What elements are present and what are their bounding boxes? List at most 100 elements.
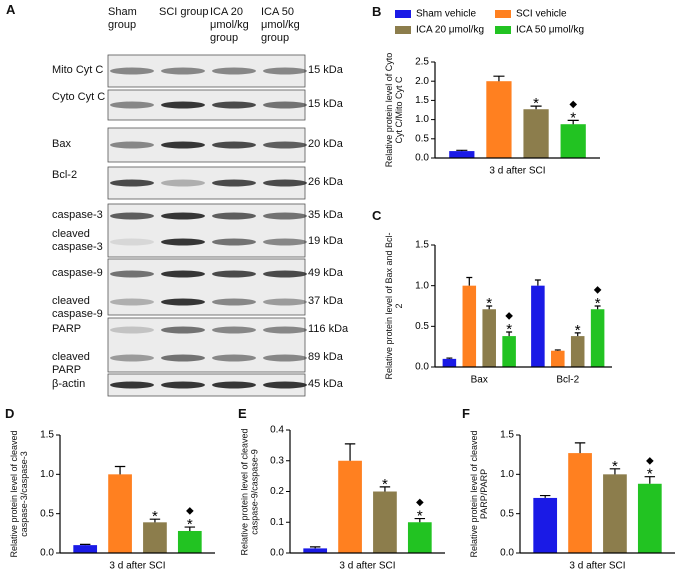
significance-marker: ◆ [569,99,577,110]
y-tick-label: 0.5 [40,508,54,519]
error-bar [644,476,656,484]
significance-marker: ◆ [505,311,513,322]
blot-kda: 35 kDa [308,209,343,221]
bar [570,336,585,367]
y-axis-label: Relative protein level of cleaved caspas… [239,427,259,556]
blot-kda: 45 kDa [308,378,343,390]
significance-marker: * [187,516,193,533]
significance-marker: * [152,508,158,525]
y-tick-label: 0.0 [415,362,429,373]
blot-row-label: PARP [52,323,82,335]
legend-swatch [395,26,411,34]
blot-band [212,141,256,149]
blot-band [161,270,205,278]
blot-row-label: cleaved caspase-9 [52,295,103,320]
significance-marker: * [647,466,653,483]
blot-band [161,298,205,306]
blot-band [263,212,307,220]
blot-band [263,101,307,109]
y-tick-label: 1.5 [500,430,514,441]
panel-label: C [372,208,382,223]
y-tick-label: 1.0 [40,469,54,480]
blot-band [110,298,154,306]
x-category-label: Bax [471,375,488,386]
blot-band [263,179,307,187]
blot-row-label: cleaved PARP [52,351,90,376]
blot-kda: 26 kDa [308,176,343,188]
y-tick-label: 1.0 [415,280,429,291]
bar [177,530,202,553]
y-tick-label: 0.5 [500,508,514,519]
y-axis-label: Relative protein level of cleaved caspas… [9,430,29,558]
x-category-label: 3 d after SCI [339,561,395,571]
significance-marker: * [417,508,423,525]
blot-kda: 37 kDa [308,295,343,307]
significance-marker: ◆ [594,285,602,296]
blot-band [110,238,154,246]
bar [531,285,545,367]
legend-label: Sham vehicle [416,9,476,20]
error-bar [456,149,468,152]
y-tick-label: 2.0 [415,76,429,87]
bar [303,548,328,553]
blot-band [263,270,307,278]
bar [568,453,592,553]
blot-band [110,141,154,149]
significance-marker: * [382,476,388,493]
error-bar [493,75,505,82]
lane-header: ICA 20 μmol/kg group [210,6,249,44]
blot-kda: 19 kDa [308,235,343,247]
blot-band [263,298,307,306]
blot-kda: 116 kDa [308,323,349,335]
significance-marker: * [570,109,576,126]
error-bar [149,518,161,523]
x-category-label: 3 d after SCI [109,561,165,571]
lane-header: Sham group [108,6,137,31]
y-tick-label: 0.2 [270,486,284,497]
panel-label: B [372,4,382,19]
error-bar [344,443,356,461]
bar [551,350,565,367]
legend-label: ICA 20 μmol/kg [416,25,484,36]
bar [502,336,516,367]
legend-label: SCI vehicle [516,9,567,20]
panel-label: F [462,406,470,421]
blot-band [263,238,307,246]
x-category-label: 3 d after SCI [569,561,625,571]
blot-row-label: cleaved caspase-3 [52,228,103,253]
blot-band [212,326,256,334]
legend-swatch [495,10,511,18]
blot-band [161,141,205,149]
blot-band [212,179,256,187]
error-bar [534,279,541,286]
significance-marker: * [506,321,512,338]
blot-band [110,212,154,220]
blot-row-label: caspase-9 [52,267,103,279]
error-bar [446,357,453,359]
error-bar [114,465,126,475]
blot-kda: 49 kDa [308,267,343,279]
y-tick-label: 0.5 [415,321,429,332]
panel-label: E [238,406,247,421]
x-category-label: Bcl-2 [556,375,579,386]
blot-row-label: Mito Cyt C [52,64,104,76]
blot-band [110,67,154,75]
significance-marker: * [575,322,581,339]
blot-frame [107,203,306,258]
y-tick-label: 1.0 [415,114,429,125]
blot-frame [107,317,306,373]
blot-band [161,326,205,334]
bar [407,522,432,553]
blot-band [110,270,154,278]
error-bar [594,305,601,310]
y-tick-label: 1.5 [415,95,429,106]
y-axis-label: Relative protein level of cleaved PARP/P… [469,430,489,558]
error-bar [539,494,551,498]
legend-label: ICA 50 μmol/kg [516,25,584,36]
bar [560,124,586,158]
y-tick-label: 0.0 [270,548,284,559]
significance-marker: ◆ [646,455,654,466]
significance-marker: * [612,458,618,475]
blot-band [161,67,205,75]
error-bar [574,332,581,337]
